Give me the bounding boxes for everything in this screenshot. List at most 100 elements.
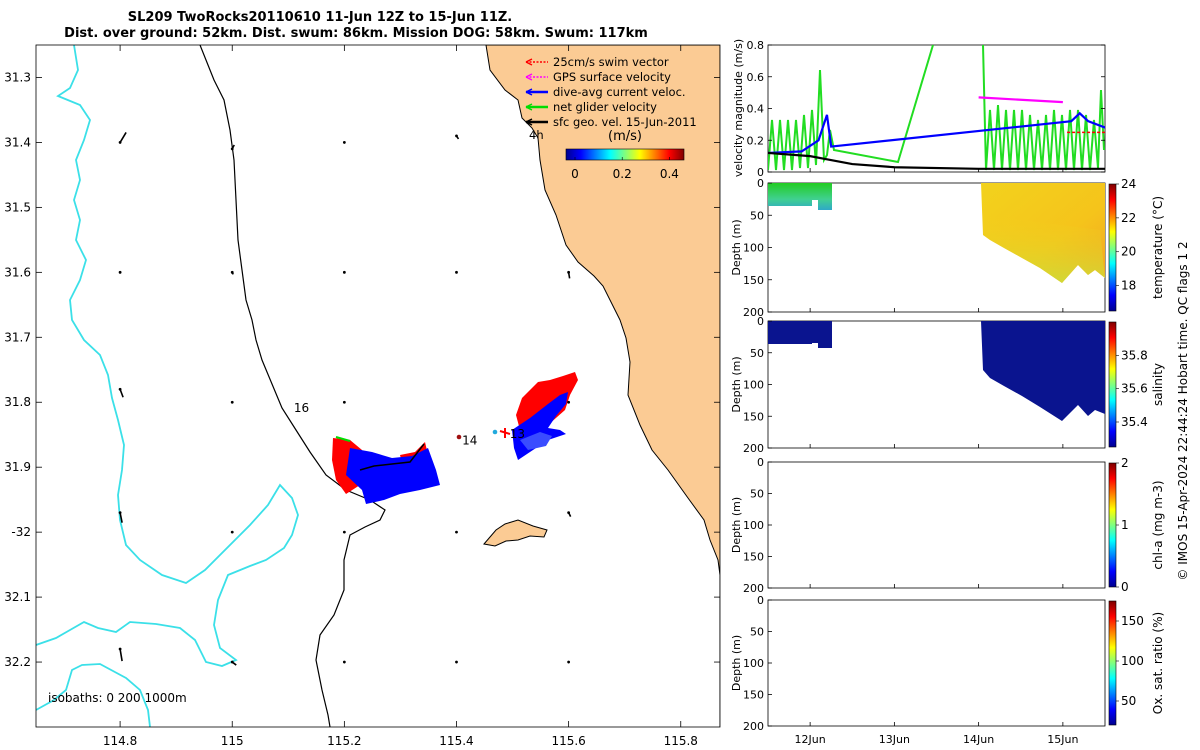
velocity-y-tick-label: 0.6	[747, 71, 765, 84]
geo-velocity-arrow-head	[455, 530, 458, 534]
colorbar-tick-label: 0	[571, 167, 579, 181]
label-4h: 4h	[529, 128, 544, 142]
map-x-tick-label: 115.6	[551, 734, 585, 748]
depth-ylabel: Depth (m)	[730, 497, 743, 553]
panel-colorbar-label: salinity	[1151, 363, 1165, 406]
map-x-tick-label: 115	[221, 734, 244, 748]
map-frame	[35, 44, 721, 728]
map-y-tick-label: 31.5	[4, 200, 31, 214]
geo-velocity-arrow-head	[230, 270, 234, 274]
velocity-panel: 0 0.2 0.4 0.6 0.8 velocity magnitude (m/s)	[732, 39, 1106, 179]
geo-velocity-arrow-head	[230, 400, 234, 404]
geo-velocity-arrow-head	[118, 270, 122, 274]
legend-label: sfc geo. vel. 15-Jun-2011	[553, 115, 697, 129]
depth-ylabel: Depth (m)	[730, 635, 743, 691]
geo-velocity-arrow-head	[118, 511, 122, 515]
depth-tick-label: 200	[743, 720, 764, 733]
panel-colorbar-tick-label: 35.6	[1121, 382, 1148, 396]
panel-colorbar-tick-label: 35.8	[1121, 348, 1148, 362]
current-vector-cluster-east-b	[520, 432, 552, 450]
map-x-tick-label: 115.2	[327, 734, 361, 748]
depth-tick-label: 150	[743, 410, 764, 423]
panel-colorbar-label: chl-a (mg m-3)	[1151, 480, 1165, 569]
velocity-y-ticks: 0 0.2 0.4 0.6 0.8	[747, 39, 1105, 179]
salinity-section-b	[981, 321, 1105, 421]
temperature-section-b-deep	[983, 215, 1105, 283]
geo-velocity-arrow-head	[230, 530, 234, 534]
legend-arrowhead	[525, 88, 533, 96]
geo-velocity-arrow	[119, 132, 127, 143]
depth-tick-label: 0	[757, 177, 764, 190]
depth-tick-label: 50	[750, 488, 764, 501]
map-annotation: 13	[510, 427, 525, 441]
geo-velocity-arrow	[119, 512, 123, 523]
map-y-tick-label: -32	[11, 525, 31, 539]
chla-frame	[767, 461, 1106, 589]
depth-tick-label: 50	[750, 347, 764, 360]
colorbar-title: (m/s)	[608, 129, 642, 144]
depth-tick-label: 100	[743, 519, 764, 532]
velocity-series-line	[768, 111, 1105, 155]
glider-vectors-east	[512, 372, 578, 460]
geo-velocity-arrow-head	[342, 530, 346, 534]
geo-velocity-arrow-head	[230, 147, 234, 151]
panel-colorbar-tick-label: 22	[1121, 211, 1136, 225]
map-y-ticks: 31.3 31.4 31.5 31.6 31.7 31.8 31.9 -32 32.1 32.2	[4, 70, 720, 669]
geo-velocity-arrow-head	[118, 647, 122, 651]
map-y-tick-label: 31.4	[4, 135, 31, 149]
geo-velocity-arrow-head	[567, 400, 571, 404]
map-y-tick-label: 31.6	[4, 265, 31, 279]
net-velocity-stub	[335, 436, 351, 442]
depth-tick-label: 50	[750, 209, 764, 222]
geo-velocity-arrow-head	[455, 660, 458, 664]
time-tick-label: 15Jun	[1047, 733, 1078, 746]
velocity-y-tick-label: 0.4	[747, 103, 765, 116]
map-x-ticks: 114.8 115 115.2 115.4 115.6 115.8	[103, 45, 698, 748]
depth-tick-label: 150	[743, 551, 764, 564]
legend-label: dive-avg current veloc.	[553, 85, 686, 99]
panel-colorbar-tick-label: 150	[1121, 614, 1144, 628]
velocity-series-line	[768, 151, 1105, 170]
map-colorbar	[565, 148, 685, 161]
geo-velocity-arrow-head	[455, 134, 458, 138]
panel-colorbar-tick-label: 0	[1121, 580, 1129, 594]
legend-label: 25cm/s swim vector	[553, 55, 669, 69]
geo-velocity-arrow-head	[342, 141, 346, 144]
depth-panels	[767, 182, 1106, 727]
isobath-1000m-b	[36, 663, 151, 727]
oxygen-frame	[767, 599, 1106, 727]
colorbar-tick-label: 0.2	[613, 167, 632, 181]
geo-velocity-arrow-head	[567, 511, 571, 515]
point-13	[492, 429, 498, 435]
panel-colorbar-tick-label: 2	[1121, 456, 1129, 470]
depth-tick-label: 200	[743, 306, 764, 319]
velocity-y-tick-label: 0.2	[747, 134, 765, 147]
geo-velocity-arrow	[119, 388, 124, 398]
panel-colorbar	[1108, 183, 1117, 312]
depth-tick-label: 100	[743, 379, 764, 392]
depth-tick-label: 200	[743, 442, 764, 455]
point-14	[456, 434, 462, 440]
time-tick-label: 14Jun	[963, 733, 994, 746]
map-y-tick-label: 31.8	[4, 395, 31, 409]
time-tick-label: 13Jun	[879, 733, 910, 746]
geo-velocity-arrow-head	[455, 270, 458, 274]
depth-tick-label: 200	[743, 582, 764, 595]
map-y-tick-label: 32.1	[4, 590, 31, 604]
panel-colorbar-tick-label: 24	[1121, 177, 1136, 191]
panel-colorbar	[1108, 600, 1117, 726]
red-cross-point	[499, 428, 511, 438]
depth-tick-label: 50	[750, 626, 764, 639]
glider-track-line	[359, 443, 425, 471]
map-y-tick-label: 32.2	[4, 655, 31, 669]
depth-tick-label: 0	[757, 594, 764, 607]
panel-colorbar-tick-label: 50	[1121, 694, 1136, 708]
panel-colorbar-label: temperature (°C)	[1151, 196, 1165, 299]
isobath-200m	[199, 45, 386, 727]
velocity-ylabel: velocity magnitude (m/s)	[732, 39, 745, 177]
map-annotations: 16 14 13	[294, 401, 525, 447]
garden-island	[483, 519, 548, 547]
geo-velocity-arrow-head	[342, 660, 346, 664]
